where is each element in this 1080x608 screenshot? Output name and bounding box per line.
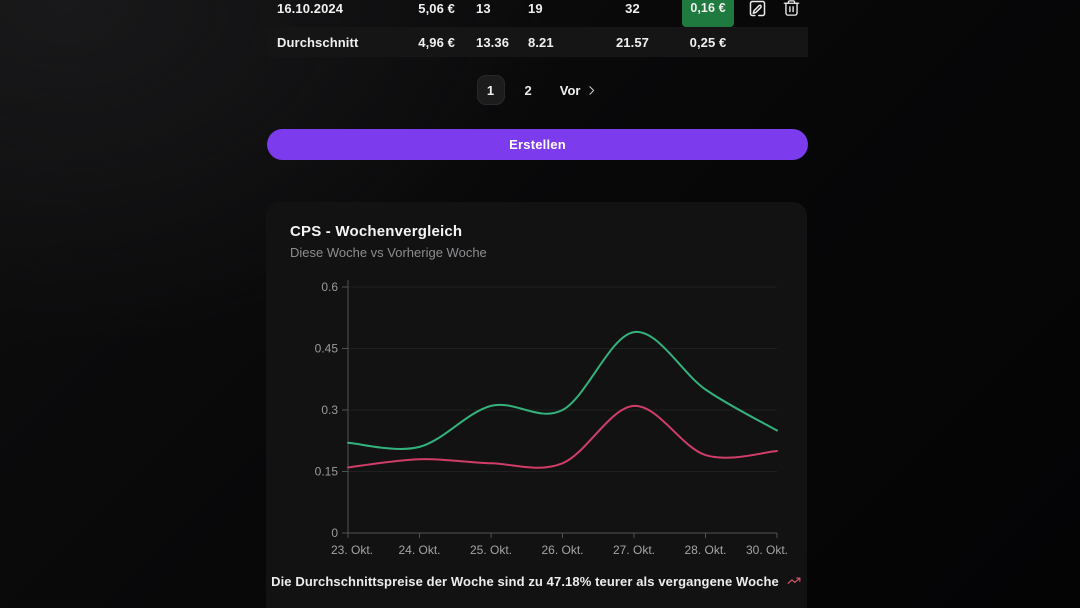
average-row: Durchschnitt 4,96 € 13.36 8.21 21.57 0,2… [267, 27, 808, 57]
chart-subtitle: Diese Woche vs Vorherige Woche [290, 245, 487, 260]
chart-title: CPS - Wochenvergleich [290, 223, 463, 240]
svg-text:0.45: 0.45 [315, 342, 339, 356]
next-page-label: Vor [559, 82, 581, 98]
delete-button[interactable] [774, 0, 808, 18]
svg-text:0.6: 0.6 [321, 280, 338, 294]
table-row[interactable]: 16.10.2024 5,06 € 13 19 32 0,16 € [267, 0, 808, 27]
svg-text:24. Okt.: 24. Okt. [398, 543, 440, 557]
cps-chart-card: CPS - Wochenvergleich Diese Woche vs Vor… [266, 202, 807, 608]
cps-badge: 0,16 € [682, 0, 734, 27]
page-button-1[interactable]: 1 [476, 75, 505, 105]
chart-summary-text: Die Durchschnittspreise der Woche sind z… [271, 574, 779, 589]
svg-text:25. Okt.: 25. Okt. [470, 543, 512, 557]
svg-text:23. Okt.: 23. Okt. [331, 543, 373, 557]
chevron-right-icon [589, 85, 595, 95]
svg-text:0: 0 [331, 526, 338, 540]
svg-text:26. Okt.: 26. Okt. [541, 543, 583, 557]
svg-text:0.15: 0.15 [315, 465, 339, 479]
svg-text:0.3: 0.3 [321, 403, 338, 417]
svg-text:30. Okt.: 30. Okt. [746, 543, 788, 557]
results-table: 16.10.2024 5,06 € 13 19 32 0,16 € Durchs… [267, 0, 808, 57]
row-metric3: 32 [625, 0, 640, 16]
edit-button[interactable] [740, 0, 774, 19]
svg-text:28. Okt.: 28. Okt. [684, 543, 726, 557]
average-label: Durchschnitt [277, 34, 359, 50]
svg-text:27. Okt.: 27. Okt. [613, 543, 655, 557]
row-date: 16.10.2024 [277, 0, 344, 16]
average-metric3: 21.57 [615, 34, 650, 50]
create-button[interactable]: Erstellen [267, 129, 808, 160]
page-button-2[interactable]: 2 [524, 82, 532, 98]
next-page-button[interactable]: Vor [560, 83, 599, 98]
average-metric1: 13.36 [476, 34, 510, 50]
cps-line-chart[interactable]: 0 0.15 0.3 0.45 0.6 23. Okt. 24. Okt. 25. Okt. 2… [266, 274, 807, 566]
edit-icon [749, 0, 765, 16]
average-cps: 0,25 € [689, 34, 727, 50]
average-price: 4,96 € [418, 34, 455, 50]
average-metric2: 8.21 [528, 34, 554, 50]
row-price: 5,06 € [418, 0, 455, 16]
row-metric2: 19 [528, 0, 543, 16]
pagination: 1 2 Vor [267, 75, 808, 105]
row-metric1: 13 [476, 0, 491, 16]
trash-icon [783, 0, 799, 16]
chart-summary: Die Durchschnittspreise der Woche sind z… [266, 574, 807, 589]
trending-up-icon [787, 577, 801, 584]
